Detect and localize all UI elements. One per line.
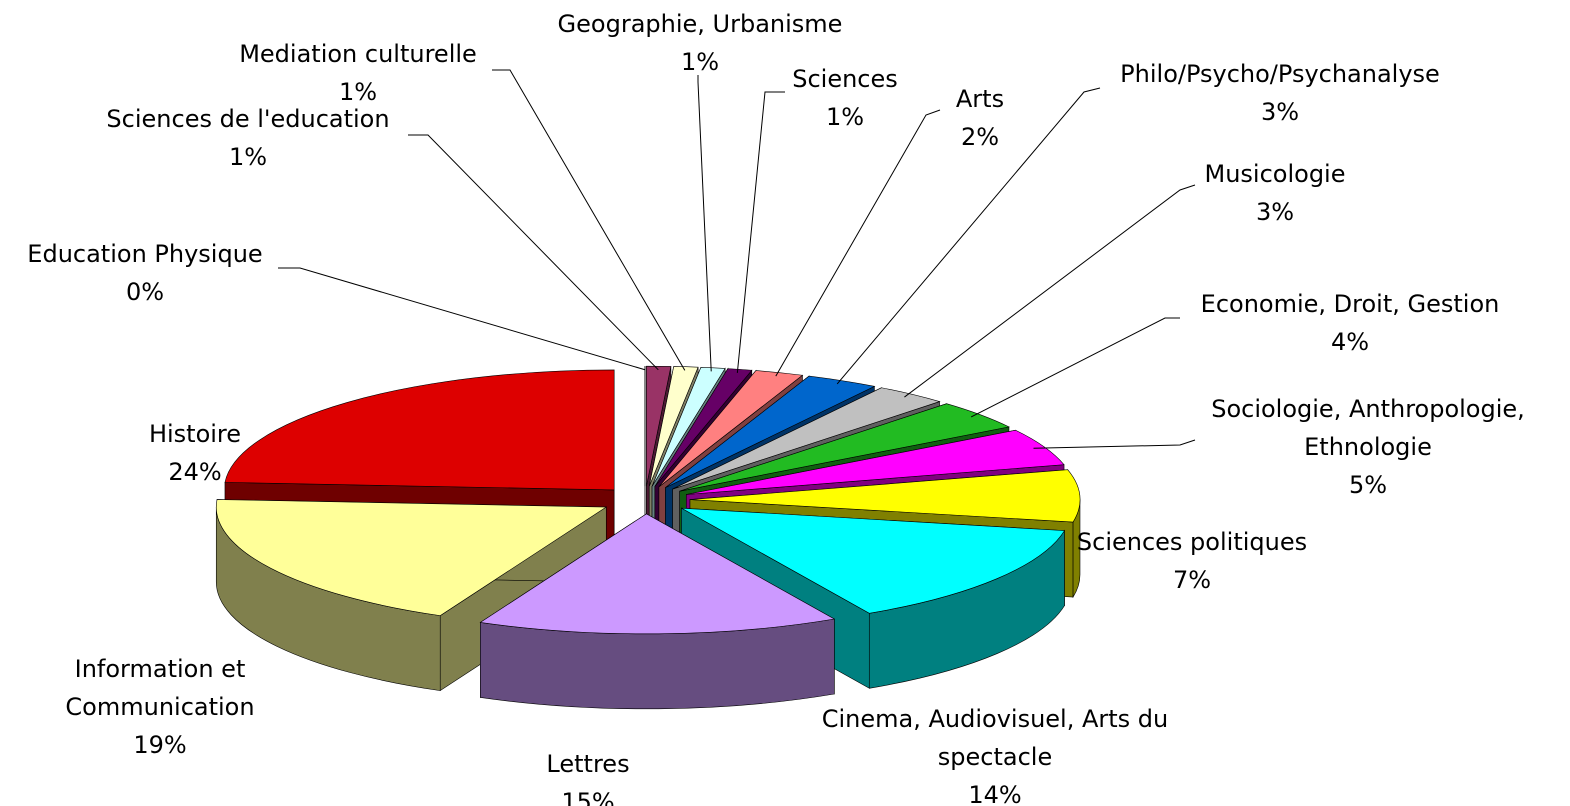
slice xyxy=(681,507,1066,614)
slice xyxy=(665,375,876,488)
leader-line xyxy=(775,109,941,377)
value-label: 1% xyxy=(680,48,720,76)
slice-label: Education Physique 0% xyxy=(5,235,285,311)
leader-line xyxy=(970,317,1180,418)
value-label: 0% xyxy=(125,278,165,306)
leader-line xyxy=(1033,439,1196,449)
category-name: Geographie, Urbanisme xyxy=(557,10,843,38)
slice-label: Geographie, Urbanisme 1% xyxy=(530,5,870,81)
category-name: Sciences xyxy=(792,65,898,93)
slice-label: Sciences de l'education 1% xyxy=(83,100,413,176)
category-name: Sociologie, Anthropologie, Ethnologie xyxy=(1211,395,1525,461)
slice-label: Philo/Psycho/Psychanalyse 3% xyxy=(1090,55,1470,131)
slice xyxy=(479,513,836,635)
leader-line xyxy=(278,267,646,371)
slice xyxy=(672,387,941,490)
slice xyxy=(224,369,615,491)
category-name: Sciences politiques xyxy=(1076,528,1308,556)
leader-line xyxy=(697,75,712,372)
value-label: 3% xyxy=(1255,198,1295,226)
value-label: 3% xyxy=(1260,98,1300,126)
slice xyxy=(658,370,804,488)
leader-line xyxy=(408,134,659,371)
category-name: Education Physique xyxy=(27,240,263,268)
value-label: 7% xyxy=(1172,566,1212,594)
category-name: Cinema, Audiovisuel, Arts du spectacle xyxy=(821,705,1169,771)
category-name: Economie, Droit, Gestion xyxy=(1200,290,1500,318)
value-label: 1% xyxy=(338,78,378,106)
category-name: Arts xyxy=(955,85,1005,113)
slice-label: Cinema, Audiovisuel, Arts du spectacle 14… xyxy=(815,700,1175,806)
slice-label: Sciences 1% xyxy=(765,60,925,136)
slice xyxy=(216,499,608,616)
category-name: Musicologie xyxy=(1204,160,1346,188)
value-label: 1% xyxy=(825,103,865,131)
slice xyxy=(648,366,699,487)
value-label: 4% xyxy=(1330,328,1370,356)
slice-label: Sociologie, Anthropologie, Ethnologie 5% xyxy=(1198,390,1538,504)
slice xyxy=(646,365,672,487)
slice-label: Histoire 24% xyxy=(115,415,275,491)
value-label: 2% xyxy=(960,123,1000,151)
value-label: 14% xyxy=(968,781,1022,806)
value-label: 15% xyxy=(561,788,615,806)
slice xyxy=(689,469,1081,523)
category-name: Histoire xyxy=(148,420,242,448)
slice-label: Arts 2% xyxy=(930,80,1030,156)
slice xyxy=(679,403,1010,492)
leader-line xyxy=(736,91,785,373)
slice-label: Mediation culturelle 1% xyxy=(208,35,508,111)
category-name: Sciences de l'education xyxy=(106,105,390,133)
leader-line xyxy=(836,87,1101,385)
slice-label: Musicologie 3% xyxy=(1165,155,1385,231)
value-label: 5% xyxy=(1348,471,1388,499)
value-label: 24% xyxy=(168,458,222,486)
slice xyxy=(686,429,1065,495)
leader-line xyxy=(904,184,1196,398)
category-name: Information et Communication xyxy=(65,655,255,721)
leader-line xyxy=(492,69,686,371)
category-name: Lettres xyxy=(546,750,630,778)
value-label: 19% xyxy=(133,731,187,759)
slice-label: Information et Communication 19% xyxy=(30,650,290,764)
category-name: Mediation culturelle xyxy=(239,40,477,68)
slice xyxy=(654,368,753,487)
value-label: 1% xyxy=(228,143,268,171)
category-name: Philo/Psycho/Psychanalyse xyxy=(1120,60,1440,88)
slice-label: Lettres 15% xyxy=(518,745,658,806)
slice xyxy=(651,366,726,487)
slice-label: Economie, Droit, Gestion 4% xyxy=(1170,285,1530,361)
slice-label: Sciences politiques 7% xyxy=(1052,523,1332,599)
